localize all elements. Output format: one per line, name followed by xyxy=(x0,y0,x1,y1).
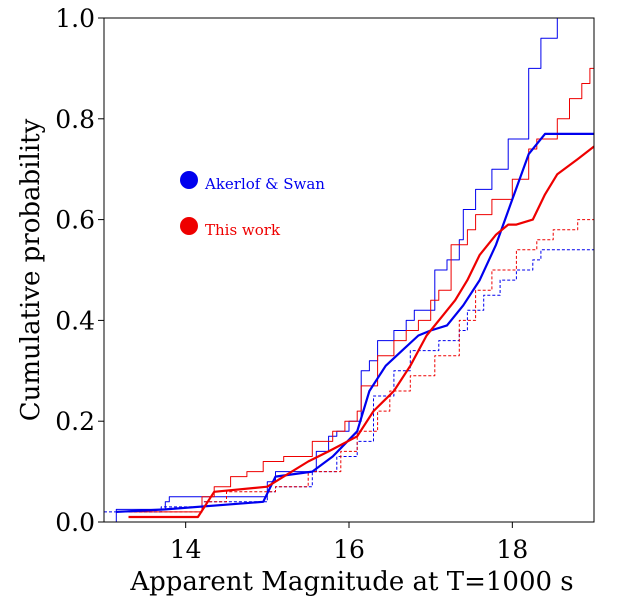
y-axis-label: Cumulative probability xyxy=(16,118,46,421)
legend-label-this-work: This work xyxy=(205,221,281,239)
legend-marker-akerlof xyxy=(180,171,198,189)
ticks: 14 16 18 0.0 0.2 0.4 0.6 0.8 1.0 xyxy=(55,4,528,564)
legend-label-akerlof: Akerlof & Swan xyxy=(204,175,325,193)
legend: Akerlof & Swan This work xyxy=(180,171,325,239)
x-tick-label: 18 xyxy=(496,535,528,564)
y-tick-label: 0.8 xyxy=(55,105,95,134)
y-tick-label: 0.0 xyxy=(55,508,95,537)
series-this-work-curve xyxy=(128,145,594,519)
x-axis-label: Apparent Magnitude at T=1000 s xyxy=(129,567,573,597)
series-akerlof-step xyxy=(112,18,594,522)
y-tick-label: 1.0 xyxy=(55,4,95,33)
x-tick-label: 14 xyxy=(170,535,202,564)
series-this-work-step xyxy=(128,67,594,513)
series-akerlof-dashed xyxy=(104,249,594,513)
plot-area xyxy=(104,18,594,522)
series-akerlof-curve xyxy=(116,132,594,513)
x-tick-label: 16 xyxy=(333,535,365,564)
legend-marker-this-work xyxy=(180,217,198,235)
axes-frame xyxy=(103,17,595,523)
series-this-work-dashed xyxy=(124,219,594,513)
y-tick-label: 0.6 xyxy=(55,206,95,235)
y-tick-label: 0.2 xyxy=(55,407,95,436)
y-tick-label: 0.4 xyxy=(55,306,95,335)
